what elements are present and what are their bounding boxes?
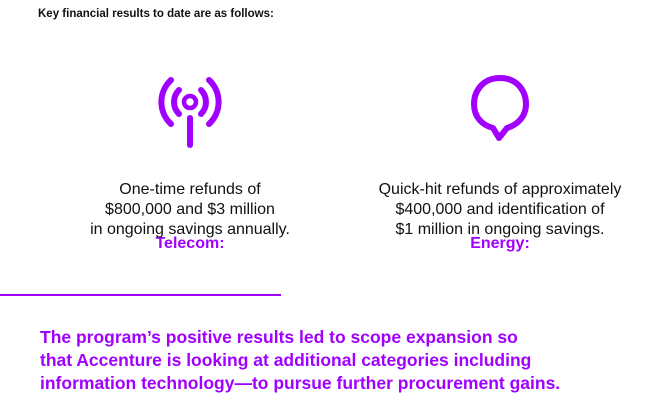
telecom-line: in ongoing savings annually. xyxy=(90,221,290,238)
energy-line: $1 million in ongoing savings. xyxy=(395,221,605,238)
summary-line: The program’s positive results led to sc… xyxy=(40,327,518,347)
section-divider xyxy=(0,294,281,296)
energy-title: Energy: xyxy=(470,235,530,252)
telecom-line: $800,000 and $3 million xyxy=(105,201,275,218)
intro-text: Key financial results to date are as fol… xyxy=(38,8,274,20)
summary-line: information technology—to pursue further… xyxy=(40,373,561,393)
signal-tower-icon xyxy=(40,72,340,148)
energy-section: Energy: Quick-hit refunds of approximate… xyxy=(350,72,650,252)
telecom-section: Telecom: One-time refunds of $800,000 an… xyxy=(40,72,340,252)
energy-body: Quick-hit refunds of approximately $400,… xyxy=(350,180,650,240)
summary-line: that Accenture is looking at additional … xyxy=(40,350,532,370)
telecom-title: Telecom: xyxy=(155,235,225,252)
energy-line: Quick-hit refunds of approximately xyxy=(378,181,622,198)
lightbulb-icon xyxy=(350,72,650,148)
telecom-body: One-time refunds of $800,000 and $3 mill… xyxy=(40,180,340,240)
energy-line: $400,000 and identification of xyxy=(395,201,605,218)
summary-text: The program’s positive results led to sc… xyxy=(40,326,640,395)
telecom-line: One-time refunds of xyxy=(119,181,261,198)
